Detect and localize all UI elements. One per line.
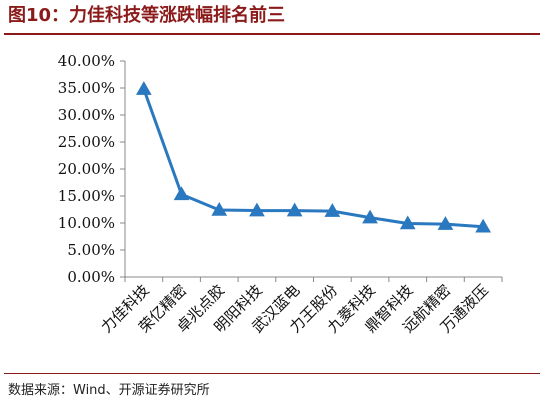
y-tick-label: 0.00% — [67, 268, 115, 286]
data-point-marker — [362, 209, 378, 224]
data-point-marker — [475, 218, 492, 233]
source-note: 数据来源：Wind、开源证券研究所 — [8, 383, 210, 398]
figure-title: 图10：力佳科技等涨跌幅排名前三 — [8, 5, 286, 26]
y-tick-label: 15.00% — [58, 187, 115, 205]
y-axis: 0.00% 5.00% 10.00% 15.00% 20.00% 25.00% 30.00%… — [58, 52, 126, 286]
y-tick-label: 20.00% — [58, 160, 115, 178]
data-point-marker — [324, 203, 341, 217]
series-line — [142, 88, 484, 229]
series-layer — [135, 81, 492, 233]
data-point-marker — [437, 216, 454, 230]
y-tick-label: 25.00% — [58, 133, 115, 151]
data-point-marker — [399, 215, 416, 230]
data-point-marker — [286, 202, 303, 217]
y-tick-label: 5.00% — [67, 241, 115, 259]
data-point-marker — [135, 81, 152, 95]
y-tick-label: 30.00% — [58, 106, 115, 124]
y-tick-label: 10.00% — [58, 214, 115, 232]
data-point-marker — [211, 202, 228, 216]
y-tick-label: 40.00% — [58, 52, 115, 70]
source-rule — [4, 373, 540, 374]
data-point-marker — [173, 186, 190, 201]
title-rule — [4, 33, 540, 35]
y-tick-label: 35.00% — [58, 79, 115, 97]
data-point-marker — [249, 202, 265, 217]
